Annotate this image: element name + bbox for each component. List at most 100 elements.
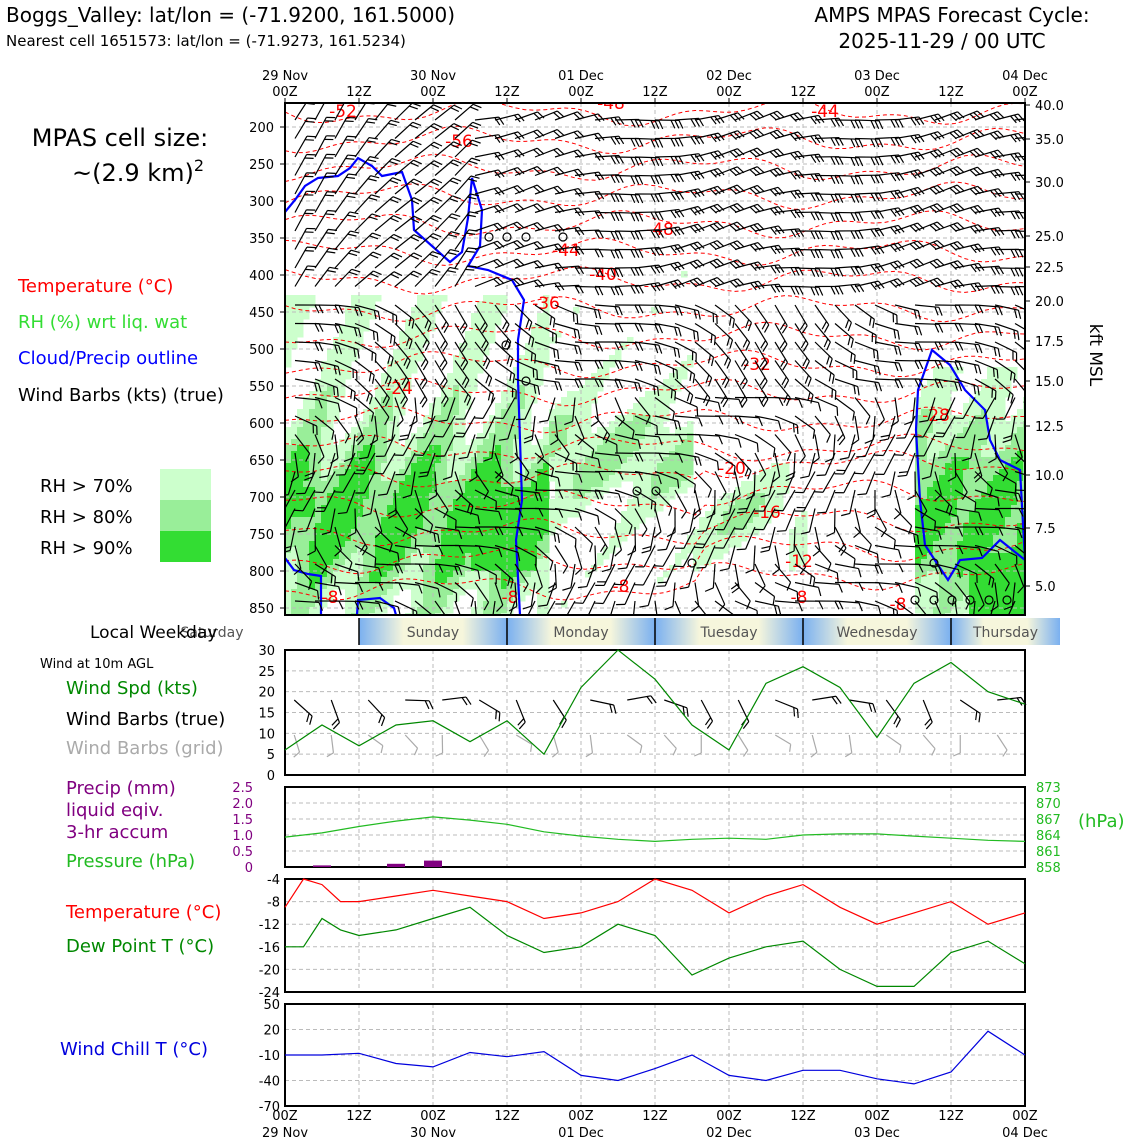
rh-cell xyxy=(393,451,400,458)
rh-cell xyxy=(399,565,406,572)
rh-cell xyxy=(291,439,298,446)
wind-barb xyxy=(334,211,359,232)
rh-cell xyxy=(915,421,922,428)
barb-feather xyxy=(893,261,901,269)
wind-barb xyxy=(514,111,545,121)
rh-cell xyxy=(507,475,514,482)
rh-cell xyxy=(333,511,340,518)
rh-cell xyxy=(627,439,634,446)
rh-cell xyxy=(783,481,790,488)
rh-cell xyxy=(375,439,382,446)
rh-cell xyxy=(681,427,688,434)
barb-shaft xyxy=(394,140,414,158)
wind-barb xyxy=(914,258,945,269)
barb-feather xyxy=(409,105,418,110)
rh-cell xyxy=(381,595,388,602)
rh-cell xyxy=(459,517,466,524)
barb-feather xyxy=(1031,287,1035,295)
rh-cell xyxy=(447,577,454,584)
rh-cell xyxy=(933,493,940,500)
rh-cell xyxy=(783,487,790,494)
rh-cell xyxy=(987,409,994,416)
barb-feather xyxy=(533,280,541,288)
rh-cell xyxy=(675,487,682,494)
rh-cell xyxy=(327,451,334,458)
barb-feather xyxy=(733,113,741,121)
rh-cell xyxy=(423,535,430,542)
rh-cell xyxy=(975,517,982,524)
barb-feather xyxy=(594,191,601,200)
rh-cell xyxy=(429,433,436,440)
wind-barb xyxy=(994,285,1024,296)
rh-cell xyxy=(513,433,520,440)
barb-feather xyxy=(654,193,660,203)
barb-feather xyxy=(1014,268,1020,277)
rh-cell xyxy=(357,589,364,596)
rh-cell xyxy=(333,475,340,482)
wind-barb xyxy=(634,193,664,203)
rh-cell xyxy=(777,475,784,482)
barb-feather xyxy=(307,265,317,268)
wind-barb xyxy=(454,193,480,213)
rh-cell xyxy=(981,595,988,602)
rh-cell xyxy=(405,583,412,590)
rh-cell xyxy=(1023,439,1025,446)
rh-cell xyxy=(627,505,634,512)
barb-feather xyxy=(494,134,501,143)
barb-shaft xyxy=(934,203,958,214)
rh-cell xyxy=(447,601,454,608)
rh-cell xyxy=(507,583,514,590)
rh-cell xyxy=(939,565,946,572)
rh-cell xyxy=(393,517,400,524)
rh-cell xyxy=(309,409,316,416)
barb-shaft xyxy=(434,159,454,176)
barb-feather xyxy=(749,113,757,121)
rh-cell xyxy=(945,547,952,554)
rh-cell xyxy=(945,571,952,578)
rh-cell xyxy=(501,547,508,554)
rh-cell xyxy=(393,349,400,356)
rh-cell xyxy=(657,409,664,416)
barb-feather xyxy=(1039,155,1043,163)
rh-cell xyxy=(477,511,484,518)
rh-cell xyxy=(1017,589,1024,596)
rh-cell xyxy=(303,415,310,422)
rh-cell xyxy=(603,457,610,464)
rh-cell xyxy=(381,547,388,554)
rh-cell xyxy=(519,409,526,416)
rh-cell xyxy=(1017,595,1024,602)
rh-cell xyxy=(537,571,544,578)
rh-cell xyxy=(501,409,508,416)
wind-barb xyxy=(834,137,864,148)
rh-cell xyxy=(651,403,658,410)
barb-feather xyxy=(498,134,505,143)
rh-cell xyxy=(417,295,424,302)
barb-feather xyxy=(814,249,820,259)
rh-cell xyxy=(633,433,640,440)
rh-cell xyxy=(315,451,322,458)
rh-cell xyxy=(501,583,508,590)
rh-cell xyxy=(591,397,598,404)
rh-cell xyxy=(999,427,1006,434)
wind-barb xyxy=(494,184,525,195)
rh-cell xyxy=(285,601,292,608)
rh-cell xyxy=(507,421,514,428)
barb-feather xyxy=(577,130,585,138)
rh-cell xyxy=(927,427,934,434)
rh-cell xyxy=(951,385,958,392)
rh-cell xyxy=(489,325,496,332)
barb-feather xyxy=(459,321,466,331)
rh-cell xyxy=(519,565,526,572)
rh-cell xyxy=(657,433,664,440)
rh-cell xyxy=(381,583,388,590)
rh-cell xyxy=(633,493,640,500)
rh-cell xyxy=(327,553,334,560)
barb-feather xyxy=(850,212,856,222)
rh-cell xyxy=(525,565,532,572)
barb-feather xyxy=(870,228,877,238)
rh-cell xyxy=(297,607,304,614)
rh-cell xyxy=(651,415,658,422)
rh-cell xyxy=(987,397,994,404)
rh-cell xyxy=(621,523,628,530)
wind-barb xyxy=(694,240,725,251)
